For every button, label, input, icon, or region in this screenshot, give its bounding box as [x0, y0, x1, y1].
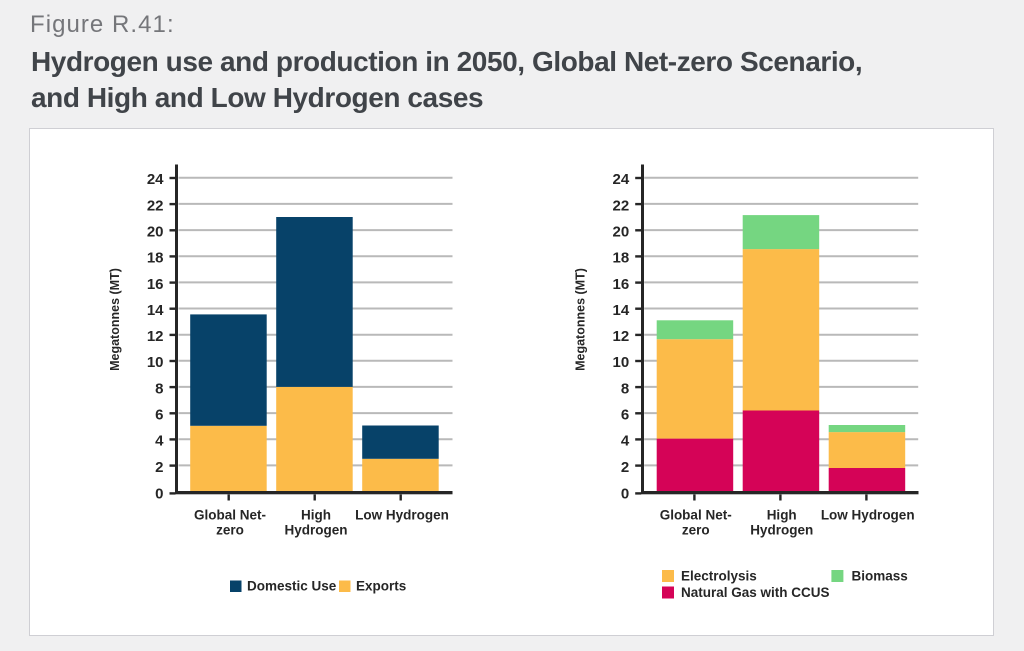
svg-text:Electrolysis: Electrolysis — [681, 569, 757, 584]
svg-text:14: 14 — [147, 302, 164, 319]
svg-text:4: 4 — [621, 433, 630, 450]
svg-text:4: 4 — [155, 433, 164, 450]
svg-text:12: 12 — [147, 328, 164, 345]
svg-text:18: 18 — [613, 250, 630, 267]
svg-text:16: 16 — [147, 276, 164, 293]
svg-text:Low Hydrogen: Low Hydrogen — [821, 508, 915, 523]
svg-text:Megatonnes (MT): Megatonnes (MT) — [108, 268, 122, 371]
svg-text:zero: zero — [216, 523, 244, 538]
svg-text:14: 14 — [613, 302, 630, 319]
svg-text:zero: zero — [682, 523, 710, 538]
svg-text:2: 2 — [155, 459, 163, 476]
svg-text:24: 24 — [147, 171, 164, 188]
svg-text:24: 24 — [613, 171, 630, 188]
svg-text:Domestic Use: Domestic Use — [247, 579, 337, 594]
svg-text:Exports: Exports — [356, 579, 406, 594]
svg-text:6: 6 — [621, 407, 629, 424]
svg-text:Megatonnes (MT): Megatonnes (MT) — [574, 268, 588, 371]
svg-text:10: 10 — [147, 354, 164, 371]
svg-text:20: 20 — [147, 224, 164, 241]
svg-text:Global Net-: Global Net- — [660, 508, 732, 523]
svg-text:22: 22 — [613, 197, 630, 214]
svg-text:6: 6 — [155, 407, 163, 424]
svg-text:8: 8 — [621, 380, 629, 397]
svg-text:Biomass: Biomass — [852, 569, 908, 584]
svg-text:8: 8 — [155, 380, 163, 397]
svg-text:High: High — [301, 508, 331, 523]
svg-text:High: High — [767, 508, 797, 523]
svg-text:10: 10 — [613, 354, 630, 371]
svg-text:16: 16 — [613, 276, 630, 293]
svg-text:12: 12 — [613, 328, 630, 345]
svg-text:0: 0 — [621, 486, 629, 503]
svg-text:Global Net-: Global Net- — [194, 508, 266, 523]
svg-text:18: 18 — [147, 250, 164, 267]
svg-text:Natural Gas with CCUS: Natural Gas with CCUS — [681, 585, 830, 600]
svg-text:0: 0 — [155, 486, 163, 503]
svg-text:20: 20 — [613, 224, 630, 241]
svg-text:Hydrogen: Hydrogen — [750, 523, 813, 538]
svg-text:Hydrogen: Hydrogen — [284, 523, 347, 538]
svg-text:2: 2 — [621, 459, 629, 476]
svg-text:Low Hydrogen: Low Hydrogen — [355, 508, 449, 523]
svg-text:22: 22 — [147, 197, 164, 214]
